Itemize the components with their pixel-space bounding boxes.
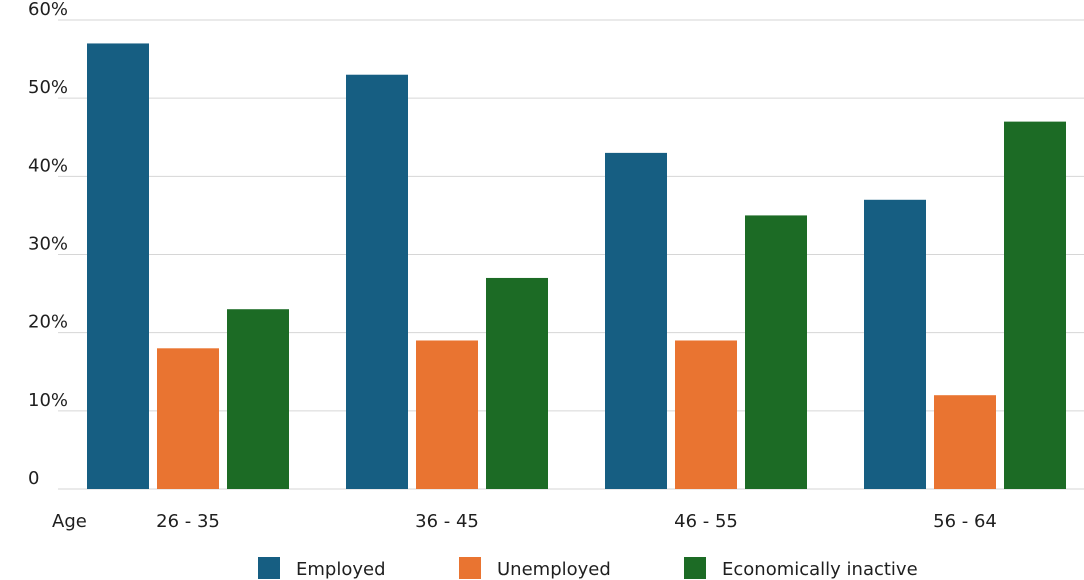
y-tick-label: 10% <box>28 390 68 411</box>
legend-swatch-unemployed <box>459 557 481 579</box>
x-axis-ticks: Age 26 - 35 36 - 45 46 - 55 56 - 64 <box>52 511 997 532</box>
bar-inactive-3 <box>745 215 807 489</box>
legend-label-employed: Employed <box>296 559 386 580</box>
bar-unemployed-1 <box>157 348 219 489</box>
bar-unemployed-3 <box>675 340 737 489</box>
legend-swatch-employed <box>258 557 280 579</box>
bar-employed-2 <box>346 74 408 489</box>
bar-inactive-4 <box>1004 121 1066 489</box>
x-tick-label: 46 - 55 <box>674 511 738 532</box>
legend-swatch-inactive <box>684 557 706 579</box>
bars <box>87 43 1066 490</box>
y-tick-label: 50% <box>28 77 68 98</box>
bar-unemployed-4 <box>934 395 996 489</box>
y-tick-label: 30% <box>28 234 68 255</box>
bar-employed-1 <box>87 43 149 489</box>
x-axis-label: Age <box>52 511 87 532</box>
legend: Employed Unemployed Economically inactive <box>258 557 918 580</box>
bar-inactive-2 <box>486 277 548 489</box>
y-axis-ticks: 0 10% 20% 30% 40% 50% 60% <box>28 0 68 489</box>
bar-unemployed-2 <box>416 340 478 489</box>
y-tick-label: 60% <box>28 0 68 20</box>
bar-employed-3 <box>605 152 667 489</box>
x-tick-label: 36 - 45 <box>415 511 479 532</box>
bar-inactive-1 <box>227 309 289 489</box>
x-tick-label: 26 - 35 <box>156 511 220 532</box>
y-tick-label: 0 <box>28 468 39 489</box>
legend-label-inactive: Economically inactive <box>722 559 918 580</box>
y-tick-label: 20% <box>28 312 68 333</box>
legend-label-unemployed: Unemployed <box>497 559 611 580</box>
x-tick-label: 56 - 64 <box>933 511 997 532</box>
y-tick-label: 40% <box>28 155 68 176</box>
bar-employed-4 <box>864 199 926 490</box>
